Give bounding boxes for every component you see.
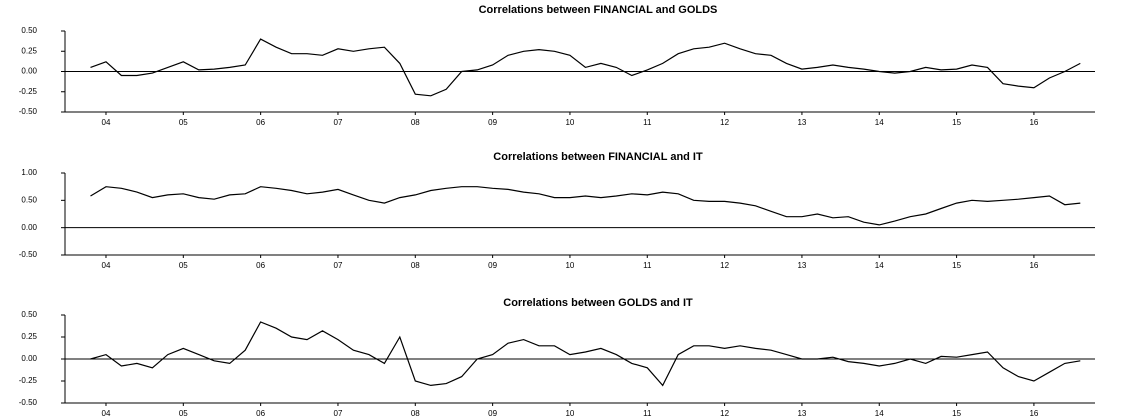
series-line [90,38,1081,97]
x-tick-label: 11 [643,409,652,417]
y-tick-label: 0.50 [21,195,37,204]
x-tick-label: 13 [797,261,806,270]
x-tick-label: 11 [643,118,652,127]
y-tick-label: 0.00 [21,67,37,76]
y-tick-label: -0.50 [19,250,38,259]
y-tick-label: -0.25 [19,87,38,96]
x-tick-label: 13 [797,118,806,127]
y-tick-label: 1.00 [21,168,37,177]
x-tick-label: 06 [256,118,265,127]
x-tick-label: 15 [952,409,961,417]
x-tick-label: 06 [256,409,265,417]
x-tick-label: 15 [952,261,961,270]
chart-title: Correlations between FINANCIAL and IT [493,151,703,163]
chart-title: Correlations between GOLDS and IT [503,297,693,309]
x-tick-label: 16 [1029,409,1038,417]
x-tick-label: 15 [952,118,961,127]
x-tick-label: 13 [797,409,806,417]
y-tick-label: -0.50 [19,107,38,116]
y-tick-label: 0.00 [21,354,37,363]
x-tick-label: 05 [179,118,188,127]
y-tick-label: 0.25 [21,46,37,55]
x-tick-label: 12 [720,118,729,127]
x-tick-label: 16 [1029,118,1038,127]
x-tick-label: 09 [488,118,497,127]
x-tick-label: 04 [102,118,111,127]
x-tick-label: 09 [488,261,497,270]
y-tick-label: 0.50 [21,26,37,35]
x-tick-label: 04 [102,261,111,270]
series-line [90,321,1081,387]
y-tick-label: 0.25 [21,332,37,341]
x-tick-label: 05 [179,409,188,417]
x-tick-label: 10 [565,409,574,417]
x-tick-label: 09 [488,409,497,417]
x-tick-label: 07 [334,118,343,127]
x-tick-label: 12 [720,261,729,270]
x-tick-label: 16 [1029,261,1038,270]
x-tick-label: 05 [179,261,188,270]
x-tick-label: 08 [411,118,420,127]
y-tick-label: 0.00 [21,223,37,232]
x-tick-label: 07 [334,261,343,270]
y-tick-label: -0.50 [19,398,38,407]
series-line [90,186,1081,226]
x-tick-label: 14 [875,261,884,270]
x-tick-label: 04 [102,409,111,417]
x-tick-label: 12 [720,409,729,417]
x-tick-label: 11 [643,261,652,270]
chart-title: Correlations between FINANCIAL and GOLDS [479,4,718,16]
x-tick-label: 07 [334,409,343,417]
y-tick-label: -0.25 [19,376,38,385]
x-tick-label: 10 [565,118,574,127]
x-tick-label: 14 [875,409,884,417]
x-tick-label: 06 [256,261,265,270]
x-tick-label: 08 [411,409,420,417]
x-tick-label: 14 [875,118,884,127]
y-tick-label: 0.50 [21,310,37,319]
x-tick-label: 10 [565,261,574,270]
x-tick-label: 08 [411,261,420,270]
